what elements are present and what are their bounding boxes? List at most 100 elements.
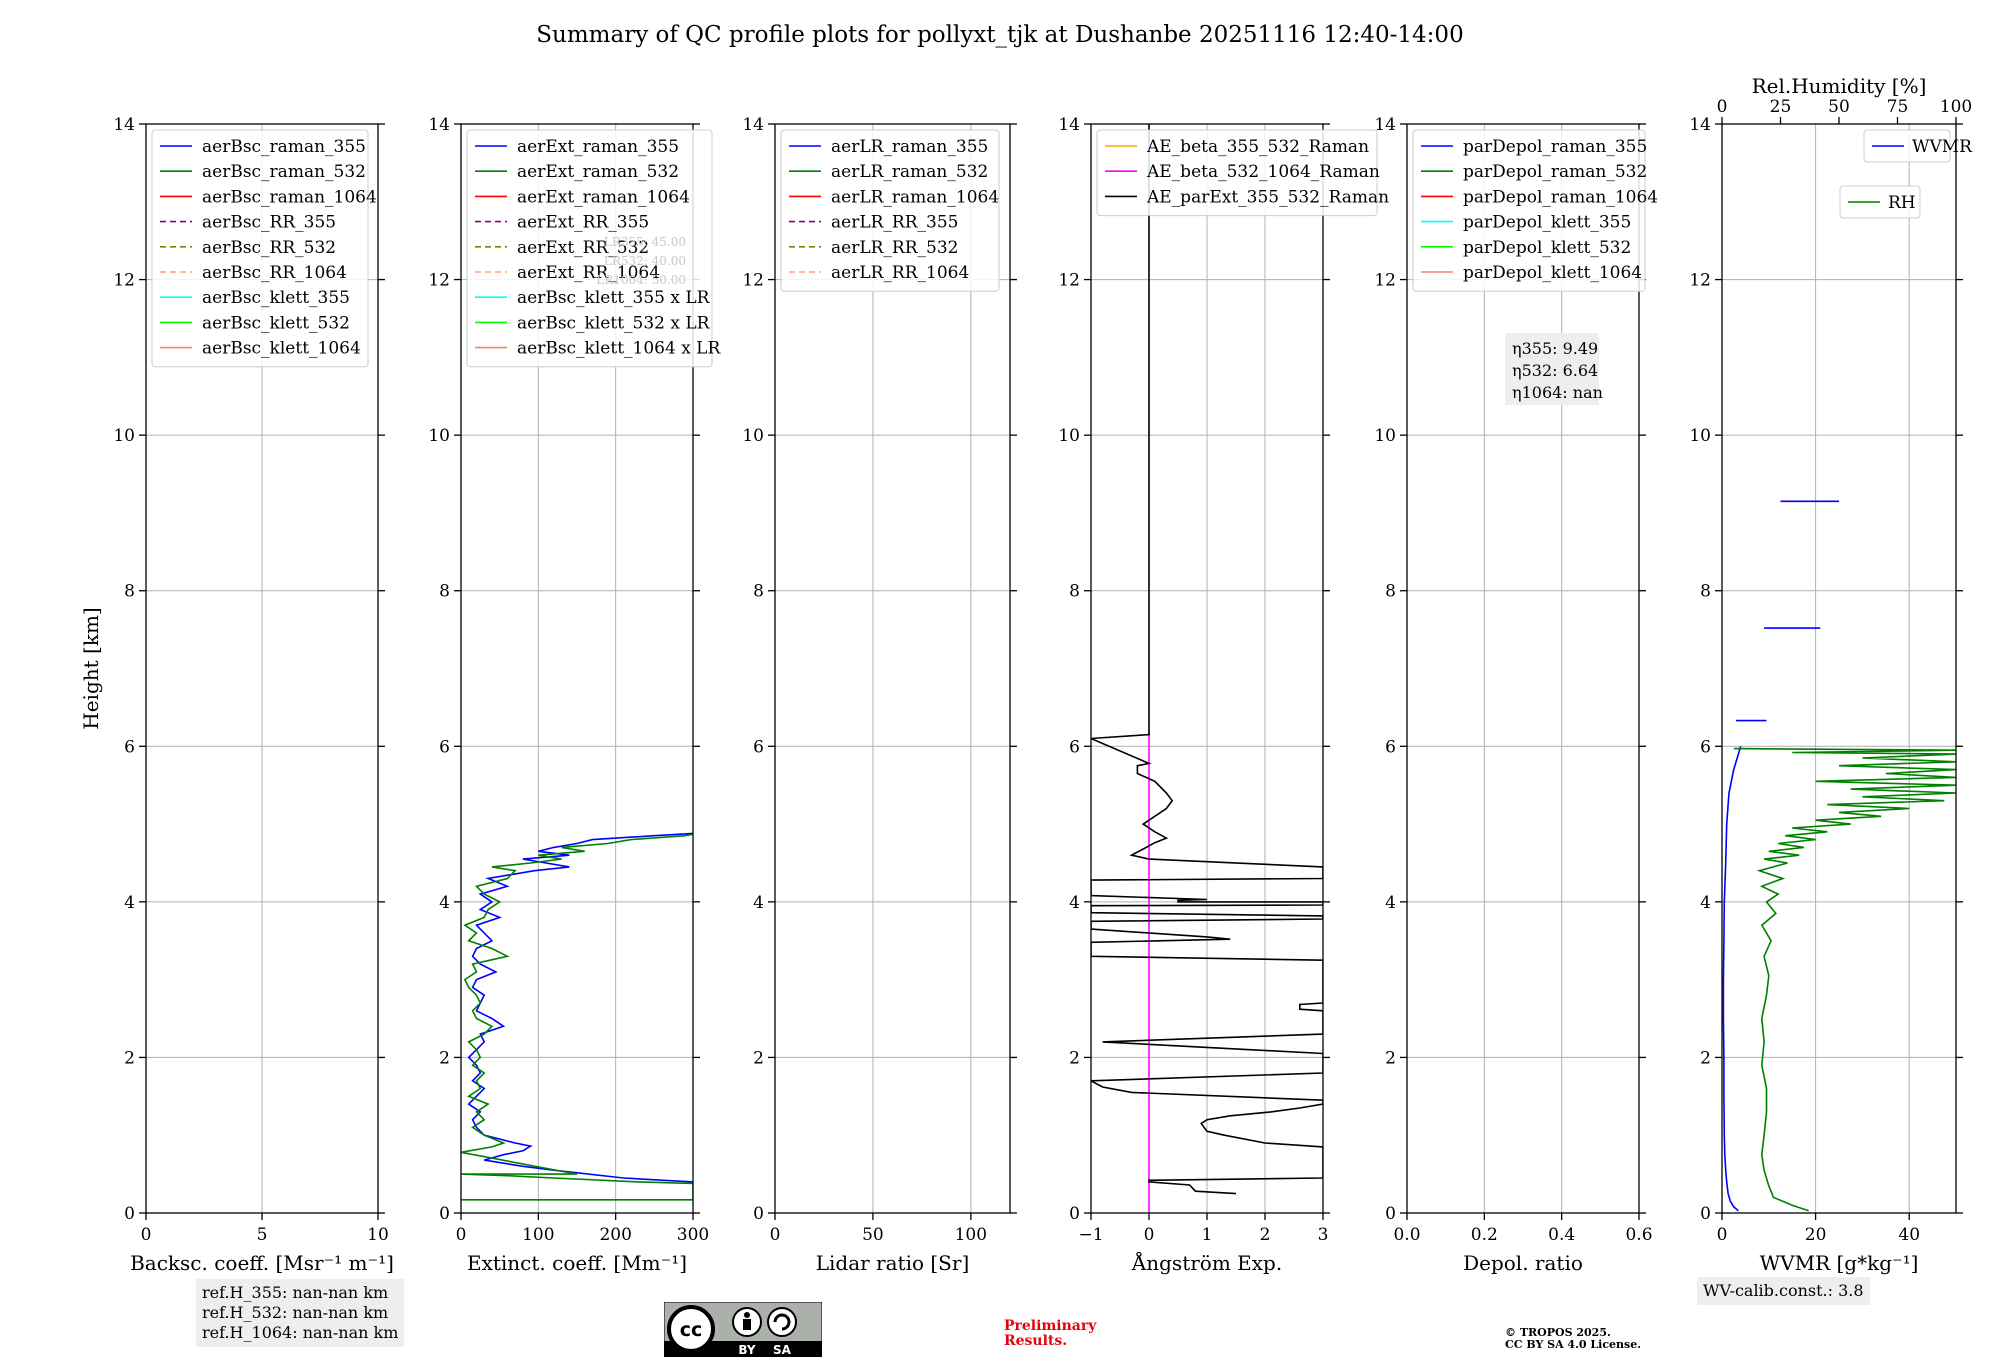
legend: AE_beta_355_532_Raman AE_beta_532_1064_Ra… xyxy=(1096,129,1389,217)
y-tick-label: 14 xyxy=(1374,115,1396,135)
y-tick-label: 6 xyxy=(753,737,764,757)
y-tick-label: 0 xyxy=(439,1204,450,1224)
preliminary-note: Preliminary Results. xyxy=(1004,1319,1096,1349)
legend-frame xyxy=(1412,129,1646,292)
y-tick-label: 0 xyxy=(753,1204,764,1224)
x-tick-label: −1 xyxy=(1078,1225,1103,1245)
legend-frame xyxy=(1096,129,1378,217)
sa-label: SA xyxy=(773,1343,792,1357)
y-tick-label: 2 xyxy=(439,1048,450,1068)
cc-by-sa-license-badge[interactable]: cc BY SA xyxy=(664,1302,822,1357)
legend-label: aerLR_RR_532 xyxy=(831,238,958,258)
y-tick-label: 8 xyxy=(1069,582,1080,602)
y-tick-label: 4 xyxy=(1700,893,1711,913)
y-tick-label: 14 xyxy=(1689,115,1711,135)
top-x-axis-label: Rel.Humidity [%] xyxy=(1752,74,1927,98)
x-axis-label: Backsc. coeff. [Msr⁻¹ m⁻¹] xyxy=(130,1251,394,1275)
y-tick-label: 10 xyxy=(113,426,135,446)
x-tick-label: 5 xyxy=(257,1225,268,1245)
legend-label: AE_beta_355_532_Raman xyxy=(1146,137,1369,157)
x-tick-label: 10 xyxy=(367,1225,389,1245)
x-tick-label: 0 xyxy=(141,1225,152,1245)
x-tick-label: 300 xyxy=(677,1225,709,1245)
axes-frame xyxy=(1721,123,1957,1214)
ref-height-355: ref.H_355: nan-nan km xyxy=(202,1283,389,1302)
y-tick-label: 14 xyxy=(742,115,764,135)
series-line-aerExt_raman_532 xyxy=(461,833,693,1201)
y-tick-label: 4 xyxy=(439,893,450,913)
x-tick-label: 0.4 xyxy=(1548,1225,1575,1245)
y-tick-label: 10 xyxy=(1689,426,1711,446)
top-x-tick-label: 25 xyxy=(1770,97,1792,117)
series-group xyxy=(1722,500,1956,1212)
y-tick-label: 4 xyxy=(1069,893,1080,913)
axes-frame xyxy=(460,123,694,1214)
legend-WVMR: WVMR xyxy=(1863,129,1973,163)
y-tick-label: 2 xyxy=(1069,1048,1080,1068)
panel-extinction: 0 2 4 6 8 10 12 14 0 100 200 300 Extinct. coeff. [Mm… xyxy=(428,115,721,1275)
copyright-line-1: © TROPOS 2025. xyxy=(1505,1326,1611,1339)
legend-label: RH xyxy=(1888,193,1916,213)
y-tick-label: 0 xyxy=(1069,1204,1080,1224)
legend-label: aerExt_RR_532 xyxy=(517,238,649,258)
top-x-tick-label: 75 xyxy=(1887,97,1909,117)
x-tick-label: 200 xyxy=(599,1225,631,1245)
lidar-ratio-note: LR532: 40.00 xyxy=(604,254,686,268)
y-tick-label: 2 xyxy=(753,1048,764,1068)
lidar-ratio-note: LR1064: 50.00 xyxy=(596,273,686,287)
wv-calibration-box: WV-calib.const.: 3.8 xyxy=(1697,1277,1870,1305)
y-tick-label: 14 xyxy=(113,115,135,135)
y-tick-label: 4 xyxy=(753,893,764,913)
cc-icon-text: cc xyxy=(680,1319,703,1341)
preliminary-line-1: Preliminary xyxy=(1004,1318,1097,1334)
legend-RH: RH xyxy=(1839,185,1921,219)
y-tick-label: 14 xyxy=(1058,115,1080,135)
y-tick-label: 4 xyxy=(1385,893,1396,913)
series-line-AE_parExt_355_532_Raman xyxy=(1091,124,1323,1195)
y-tick-label: 2 xyxy=(1385,1048,1396,1068)
x-tick-label: 0.6 xyxy=(1625,1225,1652,1245)
x-tick-label: 40 xyxy=(1898,1225,1920,1245)
legend-label: aerBsc_klett_532 x LR xyxy=(517,313,711,333)
top-x-tick-label: 100 xyxy=(1940,97,1972,117)
y-tick-label: 14 xyxy=(428,115,450,135)
legend-label: aerExt_RR_355 xyxy=(517,213,649,233)
y-tick-label: 6 xyxy=(124,737,135,757)
eta-value: η1064: nan xyxy=(1512,383,1603,402)
x-tick-label: 50 xyxy=(862,1225,884,1245)
y-tick-label: 0 xyxy=(1700,1204,1711,1224)
y-tick-label: 2 xyxy=(1700,1048,1711,1068)
legend-label: aerBsc_klett_1064 x LR xyxy=(517,339,721,359)
top-x-tick-label: 0 xyxy=(1717,97,1728,117)
legend-label: aerBsc_klett_355 x LR xyxy=(517,288,711,308)
legend-label: parDepol_raman_1064 xyxy=(1463,187,1658,207)
legend-label: aerLR_raman_1064 xyxy=(831,187,999,207)
legend-label: parDepol_klett_532 xyxy=(1463,238,1631,258)
series-line-aerExt_raman_355 xyxy=(467,832,693,1183)
series-group xyxy=(1091,124,1323,1213)
legend-label: aerBsc_raman_532 xyxy=(202,162,366,182)
x-tick-label: 100 xyxy=(522,1225,554,1245)
y-tick-label: 6 xyxy=(1069,737,1080,757)
ref-height-532: ref.H_532: nan-nan km xyxy=(202,1303,389,1322)
legend-label: aerBsc_klett_532 xyxy=(202,313,350,333)
legend-label: WVMR xyxy=(1912,137,1973,157)
series-line-WVMR xyxy=(1722,746,1742,1212)
lidar-ratio-note: LR355: 45.00 xyxy=(604,235,686,249)
y-tick-label: 2 xyxy=(124,1048,135,1068)
y-tick-label: 8 xyxy=(439,582,450,602)
y-tick-label: 10 xyxy=(1058,426,1080,446)
axes-frame xyxy=(774,123,1011,1214)
x-axis-label: Depol. ratio xyxy=(1463,1251,1583,1275)
y-tick-label: 12 xyxy=(428,271,450,291)
x-tick-label: 1 xyxy=(1202,1225,1213,1245)
x-tick-label: 0.2 xyxy=(1471,1225,1498,1245)
legend-label: aerBsc_RR_355 xyxy=(202,213,336,233)
copyright-line-2: CC BY SA 4.0 License. xyxy=(1505,1338,1642,1351)
x-tick-label: 3 xyxy=(1318,1225,1329,1245)
y-tick-label: 6 xyxy=(1385,737,1396,757)
panel-wvmr: 0 2 4 6 8 10 12 14 0 20 40 WVMR [g*kg⁻¹] 0 25 50 75 100 R… xyxy=(1689,74,1973,1275)
depol-calibration-box: η355: 9.49 η532: 6.64 η1064: nan xyxy=(1505,333,1603,405)
